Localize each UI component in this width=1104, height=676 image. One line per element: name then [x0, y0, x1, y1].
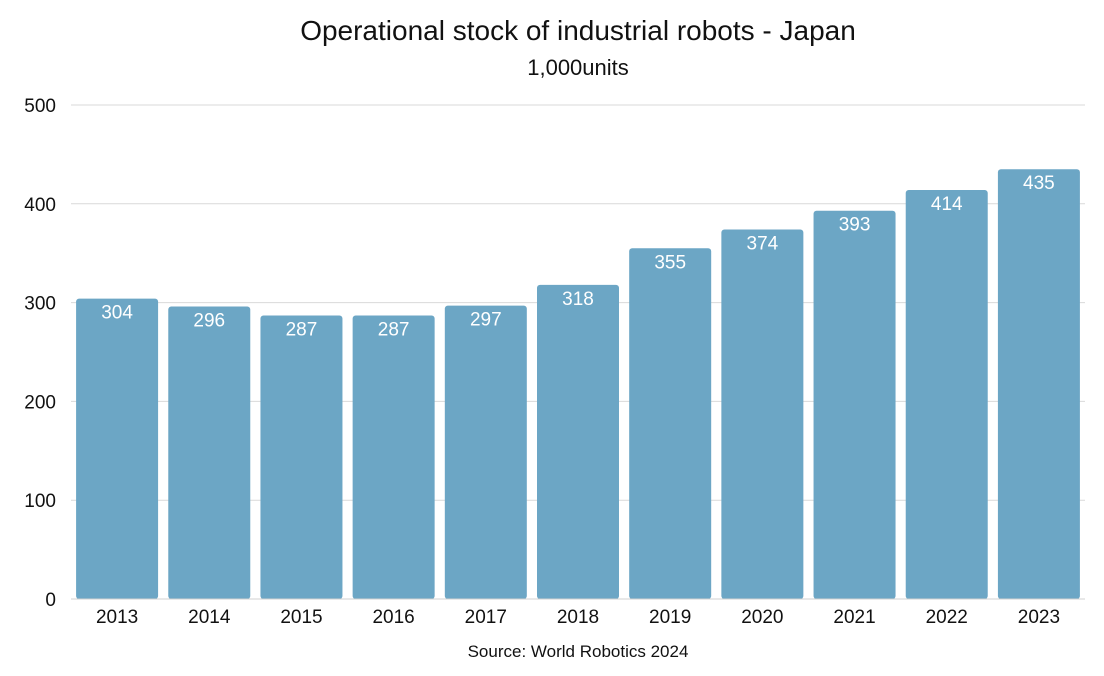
- bar-value-label-2019: 355: [654, 252, 686, 273]
- x-tick-label-2023: 2023: [1018, 607, 1060, 628]
- x-tick-label-2019: 2019: [649, 607, 691, 628]
- bar-2018: [537, 284, 619, 599]
- y-tick-label: 300: [24, 294, 56, 315]
- bar-value-labels: 304 296 287 287 297 318 355 374 393 414 435: [101, 173, 1055, 340]
- y-tick-label: 200: [24, 392, 56, 413]
- bar-value-label-2016: 287: [378, 319, 410, 340]
- chart-title: Operational stock of industrial robots -…: [300, 15, 856, 46]
- bar-2015: [260, 315, 343, 599]
- y-tick-label: 100: [24, 491, 56, 512]
- bar-2016: [352, 315, 435, 599]
- bar-value-label-2018: 318: [562, 289, 594, 310]
- bar-2021: [813, 210, 896, 599]
- chart-source: Source: World Robotics 2024: [468, 642, 689, 661]
- chart-subtitle: 1,000units: [527, 55, 629, 80]
- bar-2017: [444, 305, 527, 599]
- x-tick-label-2015: 2015: [280, 607, 322, 628]
- y-tick-label: 0: [45, 590, 56, 611]
- y-axis: 0 100 200 300 400 500: [24, 96, 56, 611]
- x-tick-label-2022: 2022: [926, 607, 968, 628]
- bar-2014: [168, 306, 251, 599]
- bar-value-label-2020: 374: [747, 233, 779, 254]
- bar-2020: [721, 229, 804, 599]
- x-tick-label-2016: 2016: [372, 607, 414, 628]
- x-tick-label-2021: 2021: [833, 607, 875, 628]
- bar-value-label-2021: 393: [839, 215, 871, 236]
- bar-2019: [629, 248, 712, 599]
- x-tick-label-2013: 2013: [96, 607, 138, 628]
- bar-value-label-2017: 297: [470, 310, 502, 331]
- y-tick-label: 400: [24, 195, 56, 216]
- y-tick-label: 500: [24, 96, 56, 117]
- x-tick-label-2020: 2020: [741, 607, 783, 628]
- x-axis: 2013 2014 2015 2016 2017 2018 2019 2020 2021 2022…: [71, 598, 1085, 628]
- x-tick-label-2018: 2018: [557, 607, 599, 628]
- x-tick-label-2014: 2014: [188, 607, 231, 628]
- bar-value-label-2014: 296: [193, 311, 225, 332]
- bar-value-label-2023: 435: [1023, 173, 1055, 194]
- bar-2013: [76, 298, 159, 599]
- bar-value-label-2013: 304: [101, 303, 133, 324]
- bar-2023: [997, 169, 1080, 599]
- bar-2022: [905, 189, 988, 599]
- bar-value-label-2022: 414: [931, 194, 963, 215]
- bars: [76, 169, 1080, 599]
- x-tick-label-2017: 2017: [465, 607, 507, 628]
- bar-value-label-2015: 287: [286, 319, 318, 340]
